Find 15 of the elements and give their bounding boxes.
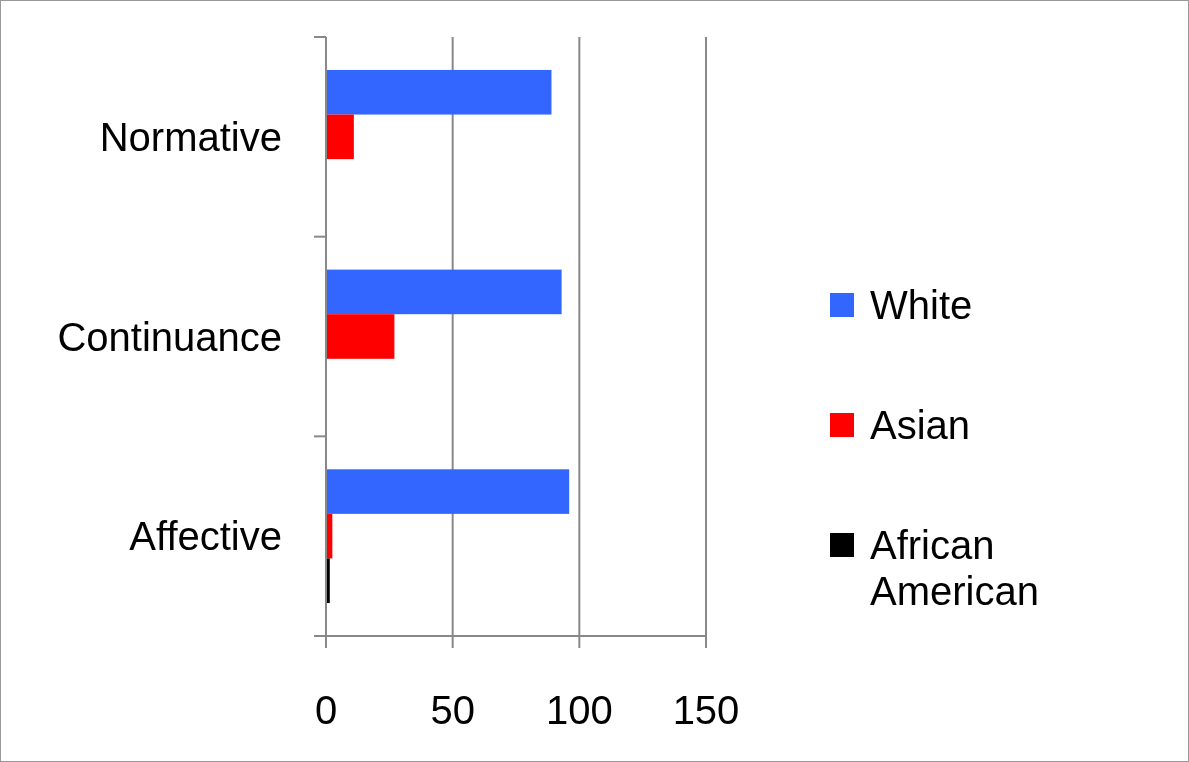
x-tick-label: 50 — [430, 688, 475, 732]
legend-label: African American — [870, 523, 1039, 613]
bar — [326, 269, 562, 315]
legend-label: White — [870, 283, 973, 327]
bar — [326, 69, 552, 115]
bar — [326, 469, 570, 514]
y-tick-label: Affective — [129, 514, 282, 559]
x-tick-label: 150 — [672, 688, 740, 732]
x-tick-label: 100 — [545, 688, 613, 732]
y-tick-label: Normative — [99, 114, 282, 159]
bar — [326, 314, 395, 359]
bar — [326, 114, 354, 160]
legend-label: Asian — [870, 403, 971, 447]
x-tick-label: 0 — [314, 688, 338, 732]
y-tick-label: Continuance — [57, 314, 282, 359]
